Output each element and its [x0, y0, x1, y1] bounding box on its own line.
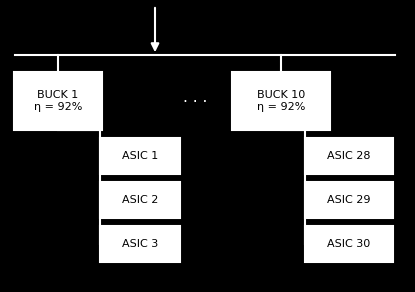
FancyBboxPatch shape [232, 72, 330, 130]
FancyBboxPatch shape [305, 182, 393, 218]
FancyBboxPatch shape [100, 226, 180, 262]
FancyBboxPatch shape [100, 182, 180, 218]
Text: ASIC 2: ASIC 2 [122, 195, 158, 205]
Text: ASIC 3: ASIC 3 [122, 239, 158, 249]
FancyBboxPatch shape [100, 138, 180, 174]
FancyBboxPatch shape [305, 226, 393, 262]
FancyBboxPatch shape [305, 138, 393, 174]
Text: BUCK 10
η = 92%: BUCK 10 η = 92% [257, 90, 305, 112]
Text: ASIC 1: ASIC 1 [122, 151, 158, 161]
FancyBboxPatch shape [14, 72, 102, 130]
Text: ASIC 29: ASIC 29 [327, 195, 371, 205]
Text: . . .: . . . [183, 90, 207, 105]
Text: ASIC 30: ASIC 30 [327, 239, 371, 249]
Text: ASIC 28: ASIC 28 [327, 151, 371, 161]
Text: BUCK 1
η = 92%: BUCK 1 η = 92% [34, 90, 82, 112]
